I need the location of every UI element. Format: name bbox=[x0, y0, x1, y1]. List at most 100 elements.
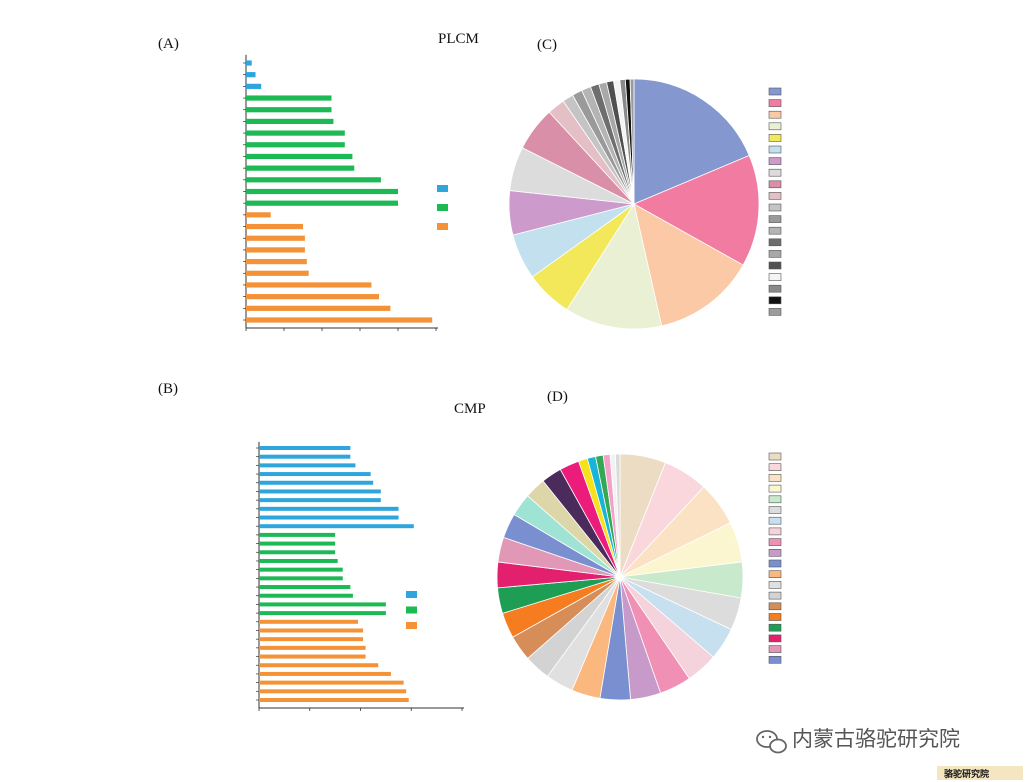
legend-swatch bbox=[768, 538, 782, 546]
legend-swatch bbox=[768, 226, 782, 235]
bar bbox=[259, 619, 358, 624]
bar bbox=[246, 83, 262, 89]
legend-swatch bbox=[768, 602, 782, 611]
legend-swatch bbox=[768, 474, 782, 482]
bar bbox=[259, 602, 386, 607]
bar bbox=[259, 576, 343, 581]
bar bbox=[259, 585, 351, 590]
bar bbox=[259, 689, 407, 694]
pie-slice bbox=[633, 203, 744, 327]
legend-swatch bbox=[768, 296, 782, 305]
legend-swatch bbox=[768, 203, 782, 212]
wechat-icon bbox=[756, 730, 787, 754]
bar bbox=[259, 454, 351, 459]
bar bbox=[246, 317, 433, 323]
legend-swatch bbox=[768, 215, 782, 223]
bar bbox=[246, 60, 252, 66]
pie-slice bbox=[566, 202, 663, 330]
bar bbox=[259, 532, 336, 537]
pie-slice bbox=[614, 453, 621, 578]
panel-b-label: (B) bbox=[158, 381, 178, 397]
cmp-title: CMP bbox=[454, 401, 486, 417]
bar bbox=[259, 567, 343, 572]
bar bbox=[259, 654, 366, 659]
bar bbox=[246, 72, 256, 78]
bar bbox=[246, 153, 353, 160]
pie-chart-c bbox=[508, 78, 782, 330]
bar bbox=[246, 282, 372, 288]
bar bbox=[246, 177, 381, 183]
bar bbox=[259, 463, 356, 468]
bar bbox=[259, 524, 414, 529]
bar bbox=[246, 118, 334, 125]
legend-swatch bbox=[768, 273, 782, 281]
legend-swatch bbox=[768, 87, 782, 96]
watermark-stamp: 骆驼研究院 bbox=[944, 768, 989, 780]
bar bbox=[259, 480, 374, 485]
legend-swatch bbox=[406, 606, 417, 614]
watermark-stamp-bg bbox=[937, 766, 1023, 780]
bar bbox=[246, 95, 332, 101]
bar bbox=[259, 671, 391, 676]
bar bbox=[246, 294, 379, 300]
legend-swatch bbox=[768, 463, 782, 472]
bar bbox=[246, 258, 307, 265]
legend-swatch bbox=[768, 655, 782, 664]
bar bbox=[246, 235, 305, 241]
legend-swatch bbox=[768, 122, 782, 131]
legend-swatch bbox=[768, 506, 782, 514]
legend-swatch bbox=[768, 527, 782, 536]
legend-swatch bbox=[437, 185, 448, 192]
bar bbox=[246, 305, 391, 311]
legend-swatch bbox=[768, 516, 782, 525]
legend-swatch bbox=[768, 261, 782, 270]
bar bbox=[259, 515, 399, 520]
bar bbox=[259, 446, 351, 450]
legend-swatch bbox=[768, 634, 782, 643]
legend-swatch bbox=[768, 559, 782, 568]
bar bbox=[259, 593, 353, 598]
legend-swatch bbox=[768, 180, 782, 189]
legend-swatch bbox=[768, 168, 782, 177]
legend-swatch bbox=[406, 622, 417, 629]
bar bbox=[259, 663, 379, 668]
legend-swatch bbox=[768, 250, 782, 258]
pie-slice bbox=[633, 78, 750, 205]
bar bbox=[246, 200, 398, 206]
legend-swatch bbox=[768, 591, 782, 600]
legend-swatch bbox=[406, 591, 417, 598]
pie-slice bbox=[633, 154, 760, 266]
legend-swatch bbox=[768, 308, 782, 316]
legend-swatch bbox=[768, 238, 782, 247]
legend-swatch bbox=[768, 495, 782, 504]
bar-chart-b bbox=[256, 441, 464, 711]
watermark: 内蒙古骆驼研究院 骆驼研究院 bbox=[756, 727, 1023, 780]
legend-swatch bbox=[768, 145, 782, 154]
bar bbox=[259, 558, 338, 563]
legend-swatch bbox=[768, 613, 782, 621]
legend-swatch bbox=[768, 99, 782, 107]
legend-swatch bbox=[768, 484, 782, 493]
pie-chart-d bbox=[496, 452, 782, 701]
bar bbox=[259, 550, 336, 555]
bar bbox=[259, 611, 386, 616]
bar bbox=[246, 270, 309, 276]
plcm-title: PLCM bbox=[438, 31, 479, 47]
legend-swatch bbox=[768, 452, 782, 461]
bar bbox=[259, 637, 364, 642]
pie-slice bbox=[629, 78, 635, 205]
legend-swatch bbox=[437, 204, 448, 211]
bar bbox=[246, 188, 398, 195]
watermark-text: 内蒙古骆驼研究院 bbox=[792, 727, 960, 751]
bar bbox=[259, 680, 404, 685]
bar-chart-a bbox=[243, 54, 448, 331]
bar bbox=[246, 107, 332, 113]
bar bbox=[259, 472, 371, 477]
panel-a-label: (A) bbox=[158, 36, 179, 52]
legend-swatch bbox=[437, 223, 448, 230]
legend-swatch bbox=[768, 284, 782, 293]
bar bbox=[259, 498, 381, 503]
bar bbox=[259, 645, 366, 650]
bar bbox=[246, 130, 345, 136]
